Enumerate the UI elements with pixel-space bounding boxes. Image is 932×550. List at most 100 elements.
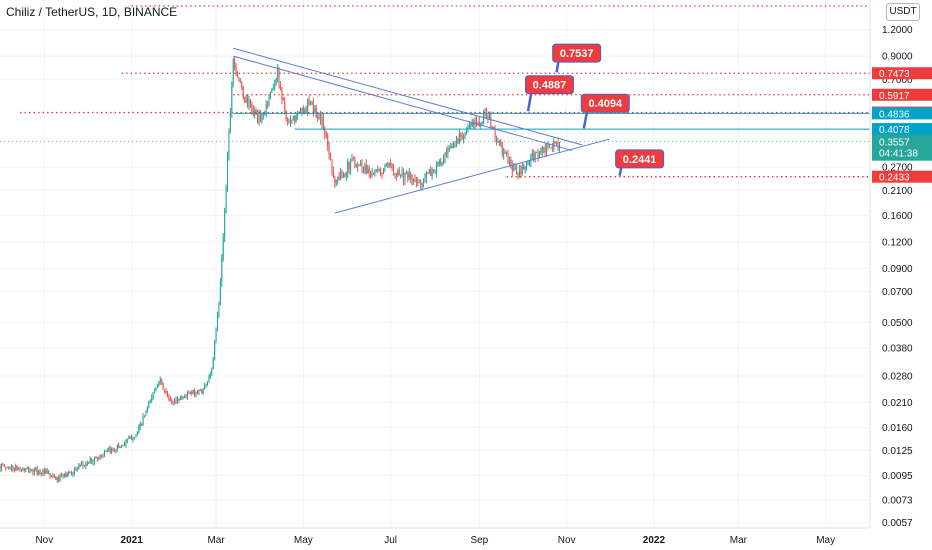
candle-body <box>390 162 392 165</box>
candle-body <box>36 468 38 475</box>
candle-body <box>23 468 25 471</box>
upper-trendline-a <box>233 47 583 146</box>
candle-body <box>178 398 180 401</box>
candle-body <box>65 473 67 478</box>
candle-body <box>247 97 249 107</box>
candle-body <box>279 85 281 88</box>
candle-body <box>188 392 190 394</box>
candle-body <box>517 173 519 178</box>
candle-body <box>179 398 181 401</box>
candle-body <box>331 160 333 172</box>
candle-body <box>98 456 100 459</box>
candle-body <box>3 464 5 468</box>
x-tick-label: Nov <box>35 535 53 546</box>
candle-body <box>62 475 64 477</box>
candle-body <box>441 163 443 165</box>
candle-body <box>172 401 174 403</box>
candle-body <box>122 445 124 447</box>
candle-body <box>199 389 201 391</box>
price-tag-label: 0.4836 <box>879 109 910 120</box>
candle-body <box>477 121 479 123</box>
candle-body <box>403 171 405 181</box>
candle-body <box>544 147 546 153</box>
candle-body <box>159 379 161 382</box>
candle-body <box>324 127 326 135</box>
candle-body <box>139 423 141 428</box>
y-tick-label: 0.0095 <box>882 471 913 482</box>
candle-body <box>540 151 542 153</box>
candle-body <box>414 179 416 181</box>
candle-body <box>527 162 529 164</box>
candle-body <box>221 256 223 283</box>
candle-body <box>171 401 173 403</box>
candle-body <box>468 124 470 129</box>
candle-body <box>73 470 75 473</box>
candle-body <box>0 466 1 470</box>
candle-body <box>287 118 289 122</box>
candle-body <box>507 152 509 164</box>
candle-body <box>355 165 357 167</box>
candle-body <box>444 152 446 158</box>
candle-body <box>0 464 2 470</box>
candle-body <box>305 110 307 112</box>
candle-body <box>134 437 136 440</box>
price-tag-label: 0.2433 <box>879 173 910 184</box>
candle-body <box>314 108 316 113</box>
candle-body <box>105 451 107 453</box>
candle-body <box>435 164 437 173</box>
candle-body <box>109 448 111 452</box>
candle-body <box>16 465 18 470</box>
y-tick-label: 0.1200 <box>882 237 913 248</box>
candle-body <box>278 68 280 86</box>
candle-body <box>168 396 170 399</box>
y-tick-label: 0.0380 <box>882 343 913 354</box>
candle-body <box>261 116 263 121</box>
candle-body <box>148 401 150 408</box>
y-tick-label: 0.7000 <box>882 75 913 86</box>
candle-body <box>15 465 17 471</box>
candle-body <box>245 97 247 103</box>
price-axis: 1.2000 0.9000 0.7000 0.2700 0.2100 0.1600 0.12… <box>869 0 932 550</box>
candle-body <box>455 139 457 146</box>
candle-body <box>222 236 224 257</box>
chart-title: Chiliz / TetherUS, 1D, BINANCE <box>6 5 178 19</box>
candle-body <box>184 396 186 398</box>
price-tag-label: 0.5917 <box>879 91 910 102</box>
candle-body <box>514 167 516 169</box>
candle-body <box>40 474 42 476</box>
candle-body <box>19 468 21 470</box>
currency-button[interactable]: USDT <box>886 3 920 21</box>
candle-body <box>370 172 372 176</box>
candle-body <box>99 454 101 457</box>
candle-body <box>330 154 332 161</box>
candle-body <box>315 108 317 117</box>
candle-body <box>368 168 370 173</box>
candle-body <box>458 134 460 144</box>
candle-body <box>92 462 94 464</box>
candle-body <box>169 398 171 402</box>
candle-body <box>10 466 12 469</box>
candle-body <box>431 170 433 177</box>
candle-body <box>85 464 87 466</box>
candle-body <box>271 88 273 92</box>
candle-body <box>232 59 234 85</box>
x-tick-label: Mar <box>207 535 225 546</box>
candle-body <box>536 152 538 154</box>
candle-body <box>158 381 160 386</box>
candle-body <box>405 172 407 174</box>
candle-body <box>437 164 439 166</box>
candle-body <box>164 389 166 391</box>
candle-body <box>136 432 138 435</box>
candle-body <box>145 410 147 416</box>
x-tick-label: May <box>294 535 313 546</box>
candle-body <box>307 100 309 111</box>
candle-body <box>497 142 499 144</box>
candle-body <box>76 468 78 470</box>
candle-body <box>321 118 323 125</box>
candle-body <box>208 377 210 382</box>
y-tick-label: 0.0073 <box>882 495 913 506</box>
price-tag-0.3557 <box>872 134 932 161</box>
candle-body <box>229 112 231 132</box>
candle-body <box>142 416 144 426</box>
